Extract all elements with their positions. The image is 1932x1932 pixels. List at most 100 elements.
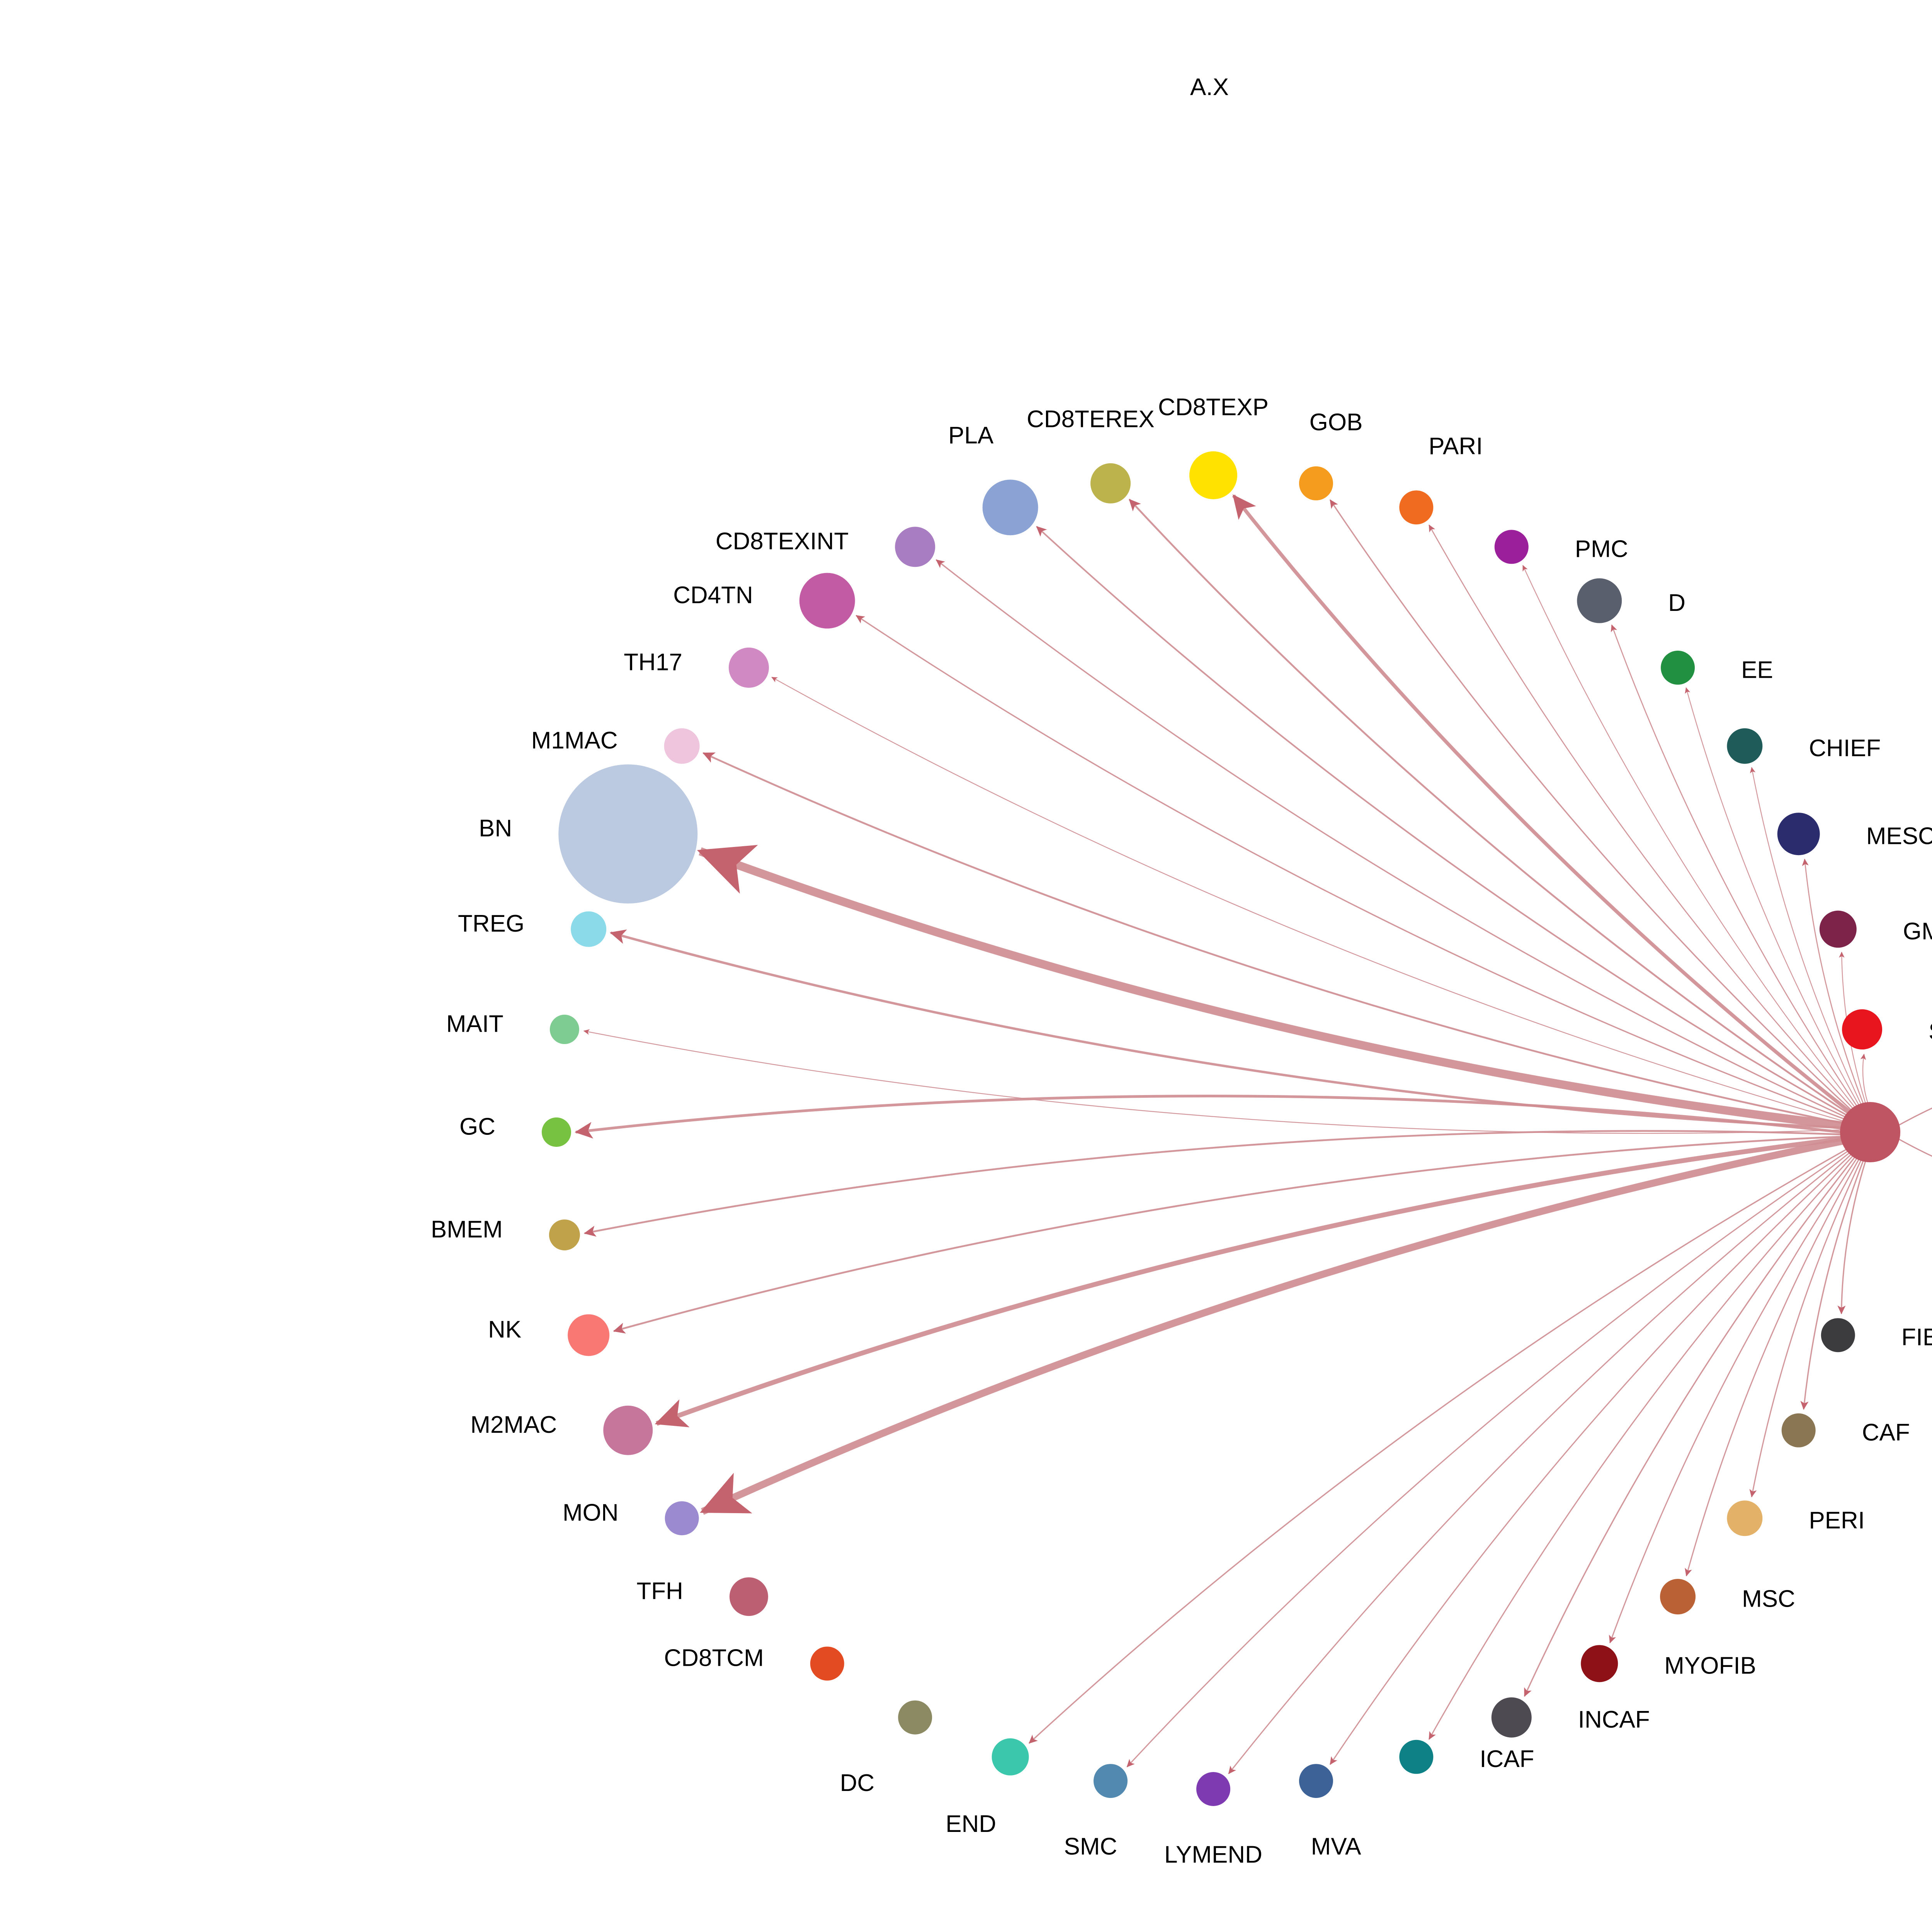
node-label-cd4tn: CD4TN [673,582,753,609]
edge-ax-to-pla [1036,526,1847,1116]
edge-ax-to-th17 [771,677,1844,1122]
node-label-end: END [946,1811,996,1837]
edge-ax-to-smc [1126,1150,1849,1767]
node-label-incaf: INCAF [1578,1706,1650,1733]
graph-node-mesc[interactable] [1777,813,1820,855]
graph-node-mait[interactable] [549,1015,579,1044]
edge-ax-to-cd4tn [855,615,1845,1120]
edge-ax-to-mva [1330,1153,1852,1765]
edge-ax-to-gc [575,1095,1842,1139]
node-label-gob: GOB [1310,409,1363,435]
edge-ax-to-treg [610,929,1842,1129]
graph-node-smc[interactable] [1094,1764,1128,1798]
graph-node-d[interactable] [1577,578,1622,623]
node-label-myofib: MYOFIB [1664,1653,1756,1679]
graph-node-myofib[interactable] [1581,1645,1618,1682]
node-label-lymend: LYMEND [1164,1841,1262,1868]
edge-ax-to-peri [1749,1159,1862,1498]
graph-node-gc[interactable] [542,1117,571,1147]
edge-ax-to-pari [1429,524,1854,1109]
node-label-smc: SMC [1064,1833,1117,1860]
edge-ax-to-m2mac [655,1136,1842,1427]
graph-node-ee[interactable] [1661,650,1695,685]
graph-node-bmem[interactable] [549,1219,580,1250]
graph-node-stm[interactable] [1842,1009,1883,1050]
graph-node-mon[interactable] [665,1501,699,1536]
edge-ax-to-cd8texp [1232,494,1851,1113]
graph-node-cd8terex[interactable] [1090,463,1131,503]
node-label-th17: TH17 [624,649,682,675]
node-label-chief: CHIEF [1809,735,1881,762]
graph-node-peri[interactable] [1727,1500,1763,1536]
chart-title-wrapper: A.X [1101,73,1318,101]
graph-node-msc[interactable] [1660,1579,1696,1615]
node-labels-layer: A.XSTMGMCMESCCHIEFEEDPMCPARIGOBCD8TEXPCD… [431,394,1932,1868]
node-label-pari: PARI [1429,433,1483,460]
edge-ax-to-caf [1800,1160,1864,1410]
graph-node-gmc[interactable] [1819,910,1857,948]
edge-ax-to-chief [1750,767,1862,1105]
edge-ax-to-bn [697,845,1843,1130]
edge-ax-to-mait [583,1029,1842,1134]
node-label-mon: MON [563,1500,619,1526]
edge-ax-to-ee [1685,687,1860,1106]
node-label-gmc: GMC [1903,918,1932,945]
graph-node-bn[interactable] [558,764,698,904]
edge-ax-to-pmc [1522,565,1855,1108]
graph-node-chief[interactable] [1727,728,1763,764]
graph-node-cd8tcm[interactable] [810,1646,844,1681]
node-label-peri: PERI [1809,1507,1865,1534]
graph-node-mva[interactable] [1299,1764,1333,1798]
node-label-caf: CAF [1862,1419,1910,1446]
graph-node-m1mac[interactable] [664,728,700,764]
graph-node-gob[interactable] [1299,466,1333,500]
node-label-icaf: ICAF [1480,1746,1534,1772]
node-label-d: D [1668,590,1685,616]
node-label-mva: MVA [1311,1833,1361,1860]
graph-node-lymend[interactable] [1196,1772,1230,1806]
graph-node-incaf[interactable] [1491,1697,1532,1738]
graph-node-icaf[interactable] [1399,1740,1434,1774]
graph-node-treg[interactable] [571,911,607,947]
node-label-dc: DC [840,1770,875,1796]
node-label-cd8texint: CD8TEXINT [716,528,849,555]
nodes-layer [542,451,1900,1806]
graph-node-pla[interactable] [982,480,1038,536]
graph-node-end[interactable] [992,1738,1029,1776]
edge-ax-to-incaf [1524,1156,1856,1697]
edge-ax-to-bmem [583,1130,1842,1237]
edge-ax-to-end [1029,1148,1847,1744]
graph-node-th17[interactable] [728,647,769,688]
edge-ax-to-fib [1837,1160,1866,1315]
graph-node-fib[interactable] [1821,1318,1855,1352]
edge-ax-to-icaf [1428,1155,1854,1740]
graph-node-tfh[interactable] [729,1577,768,1616]
graph-node-nk[interactable] [568,1314,610,1356]
node-label-fib: FIB [1901,1324,1932,1351]
node-label-mesc: MESC [1866,823,1932,850]
node-label-m1mac: M1MAC [531,727,618,754]
node-label-ee: EE [1741,656,1773,683]
graph-node-cd4tn[interactable] [799,573,855,629]
edge-ax-to-d [1611,624,1858,1107]
graph-node-pari[interactable] [1399,490,1434,525]
graph-node-cd8texp[interactable] [1189,451,1237,499]
node-label-m2mac: M2MAC [470,1412,557,1438]
graph-node-dc[interactable] [898,1700,932,1735]
node-label-pmc: PMC [1575,536,1628,563]
graph-node-cd8texint[interactable] [895,527,935,567]
graph-node-m2mac[interactable] [603,1405,653,1455]
edge-ax-to-m1mac [702,752,1843,1124]
graph-node-ax[interactable] [1840,1102,1900,1162]
node-label-tfh: TFH [636,1578,683,1604]
node-label-gc: GC [459,1113,495,1140]
graph-node-caf[interactable] [1781,1413,1816,1447]
node-label-cd8texp: CD8TEXP [1158,394,1269,420]
node-label-cd8terex: CD8TEREX [1027,406,1155,432]
node-label-bmem: BMEM [431,1216,503,1243]
edge-ax-to-lymend [1228,1152,1850,1774]
edge-ax-to-myofib [1609,1157,1858,1644]
edge-ax-to-mesc [1802,859,1864,1104]
graph-node-pmc[interactable] [1494,530,1529,564]
